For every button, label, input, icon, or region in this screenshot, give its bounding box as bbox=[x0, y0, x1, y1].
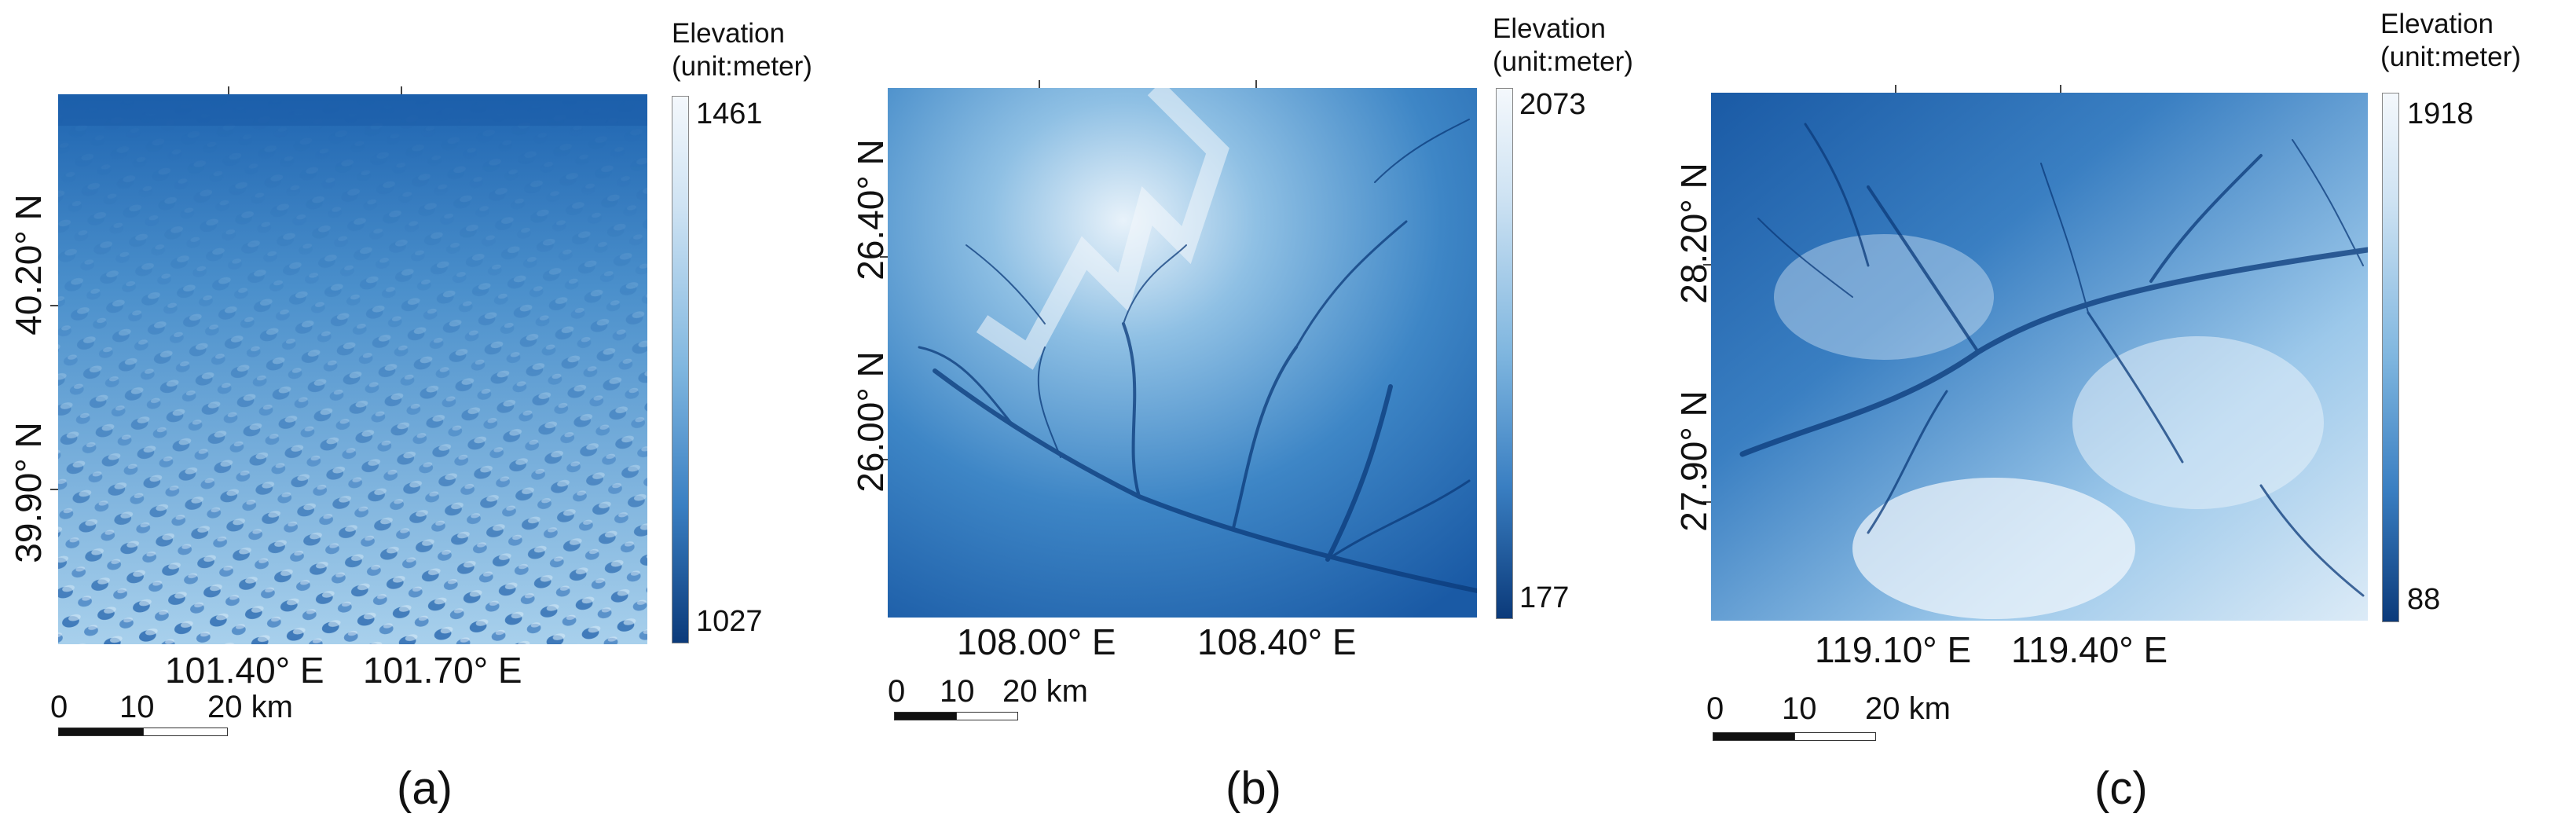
scale-label-a-0: 0 bbox=[50, 690, 68, 724]
dem-image-c bbox=[1711, 93, 2368, 621]
colorbar-title-c-line2: (unit:meter) bbox=[2380, 42, 2521, 72]
lat-label-a-2: 39.90° N bbox=[8, 422, 49, 563]
colorbar-min-a: 1027 bbox=[696, 605, 763, 638]
lon-label-c-2: 119.40° E bbox=[2011, 629, 2168, 670]
panel-a: 40.20° N 39.90° N 101.40° E 101.70° E El… bbox=[0, 0, 864, 832]
elevation-map-c bbox=[1711, 93, 2368, 621]
lon-label-b-1: 108.00° E bbox=[957, 621, 1116, 662]
elevation-map-a bbox=[58, 94, 647, 644]
colorbar-title-c: Elevation (unit:meter) bbox=[2380, 8, 2521, 74]
lat-label-a-1: 40.20° N bbox=[8, 194, 49, 335]
colorbar-max-a: 1461 bbox=[696, 97, 763, 130]
lat-label-c-1: 28.20° N bbox=[1673, 163, 1714, 304]
lat-label-b-2: 26.00° N bbox=[850, 351, 891, 493]
colorbar-title-c-line1: Elevation bbox=[2380, 9, 2494, 39]
scale-bar-c bbox=[1713, 732, 1876, 741]
scale-label-a-10: 10 bbox=[119, 690, 155, 724]
lon-label-b-2: 108.40° E bbox=[1197, 621, 1357, 662]
colorbar-title-b-line1: Elevation bbox=[1493, 13, 1606, 44]
scale-label-a-20: 20 km bbox=[207, 690, 293, 724]
scale-label-b-10: 10 bbox=[940, 674, 975, 709]
lon-label-a-2: 101.70° E bbox=[363, 650, 522, 691]
lon-label-c-1: 119.10° E bbox=[1815, 629, 1972, 670]
scale-label-c-20: 20 km bbox=[1865, 691, 1951, 726]
caption-a: (a) bbox=[397, 763, 453, 814]
scale-label-c-10: 10 bbox=[1782, 691, 1817, 726]
panel-c: 28.20° N 27.90° N 119.10° E 119.40° E El… bbox=[1673, 0, 2576, 832]
colorbar-title-b: Elevation (unit:meter) bbox=[1493, 13, 1633, 79]
scale-label-c-0: 0 bbox=[1706, 691, 1724, 726]
lon-label-a-1: 101.40° E bbox=[165, 650, 324, 691]
colorbar-title-a: Elevation (unit:meter) bbox=[672, 17, 812, 83]
elevation-map-b bbox=[888, 88, 1477, 618]
scale-bar-a bbox=[58, 728, 228, 736]
colorbar-a bbox=[672, 96, 689, 643]
colorbar-min-b: 177 bbox=[1519, 581, 1570, 614]
panel-b: 26.40° N 26.00° N 108.00° E 108.40° E El… bbox=[850, 0, 1728, 832]
colorbar-title-a-line1: Elevation bbox=[672, 18, 785, 49]
lat-label-c-2: 27.90° N bbox=[1673, 390, 1714, 532]
dem-image-a bbox=[58, 94, 647, 644]
caption-c: (c) bbox=[2094, 763, 2148, 814]
colorbar-title-b-line2: (unit:meter) bbox=[1493, 46, 1633, 77]
scale-bar-b bbox=[894, 712, 1018, 720]
colorbar-title-a-line2: (unit:meter) bbox=[672, 51, 812, 82]
scale-label-b-20: 20 km bbox=[1002, 674, 1088, 709]
colorbar-max-c: 1918 bbox=[2407, 97, 2474, 130]
colorbar-min-c: 88 bbox=[2407, 583, 2441, 616]
colorbar-b bbox=[1496, 88, 1513, 619]
colorbar-max-b: 2073 bbox=[1519, 88, 1586, 121]
caption-b: (b) bbox=[1226, 763, 1281, 814]
scale-label-b-0: 0 bbox=[888, 674, 906, 709]
dem-image-b bbox=[888, 88, 1477, 618]
colorbar-c bbox=[2382, 93, 2399, 622]
